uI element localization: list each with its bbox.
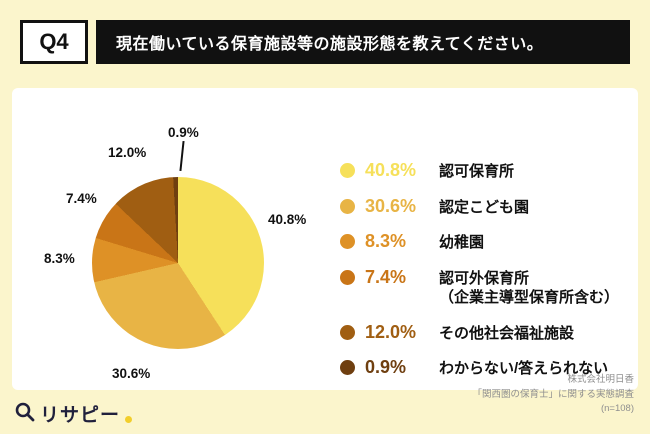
legend: 40.8% 認可保育所 30.6% 認定こども園 8.3% 幼稚園 7	[340, 160, 619, 379]
pie-label-welfare: 12.0%	[108, 145, 147, 160]
source-company: 株式会社明日香	[567, 374, 634, 386]
legend-item: 8.3% 幼稚園	[340, 231, 619, 253]
legend-label: 認可外保育所 （企業主導型保育所含む）	[439, 269, 620, 307]
legend-item: 7.4% 認可外保育所 （企業主導型保育所含む）	[340, 267, 619, 308]
legend-label: その他社会福祉施設	[439, 324, 575, 342]
pie-label-kindergarten: 8.3%	[44, 251, 75, 266]
legend-swatch	[340, 269, 355, 285]
magnifier-icon	[14, 401, 35, 427]
question-number-label: Q4	[39, 29, 69, 54]
legend-item: 30.6% 認定こども園	[340, 196, 619, 218]
legend-swatch	[340, 163, 355, 178]
pie-label-unknown: 0.9%	[168, 125, 199, 140]
legend-percent: 30.6%	[365, 195, 417, 216]
legend-swatch	[340, 198, 355, 214]
pie-chart	[92, 177, 264, 349]
legend-percent: 8.3%	[365, 231, 407, 251]
legend-label: 認定こども園	[439, 198, 530, 216]
survey-source-note: 株式会社明日香 「関西圏の保育士」に関する実態調査 (n=108)	[472, 373, 634, 416]
resapy-logo: リサピー	[14, 400, 133, 427]
logo-yellow-dot	[125, 416, 133, 423]
legend-swatch	[340, 234, 355, 249]
pie-label-kodomoen: 30.6%	[112, 366, 151, 381]
legend-item: 0.9% わからない/答えられない	[340, 357, 619, 379]
pie-label-nurseries: 40.8%	[268, 212, 307, 227]
legend-item: 12.0% その他社会福祉施設	[340, 322, 619, 344]
legend-percent: 0.9%	[365, 357, 407, 377]
legend-percent: 7.4%	[365, 266, 407, 287]
legend-swatch	[340, 360, 355, 375]
legend-item: 40.8% 認可保育所	[340, 160, 619, 182]
source-survey-name: 「関西圏の保育士」に関する実態調査	[472, 388, 634, 400]
legend-percent: 12.0%	[365, 321, 417, 342]
legend-label: 幼稚園	[439, 234, 485, 251]
question-title: 現在働いている保育施設等の施設形態を教えてください。	[116, 36, 544, 53]
legend-swatch	[340, 324, 355, 340]
logo-text: リサピー	[40, 405, 121, 426]
pie-label-unlicensed: 7.4%	[66, 191, 97, 206]
legend-percent: 40.8%	[365, 160, 417, 180]
legend-label: 認可保育所	[439, 163, 515, 180]
question-title-bar: 現在働いている保育施設等の施設形態を教えてください。	[96, 20, 630, 64]
legend-label: わからない/答えられない	[439, 360, 609, 377]
question-number-badge: Q4	[20, 20, 88, 64]
source-sample-size: (n=108)	[600, 402, 634, 414]
